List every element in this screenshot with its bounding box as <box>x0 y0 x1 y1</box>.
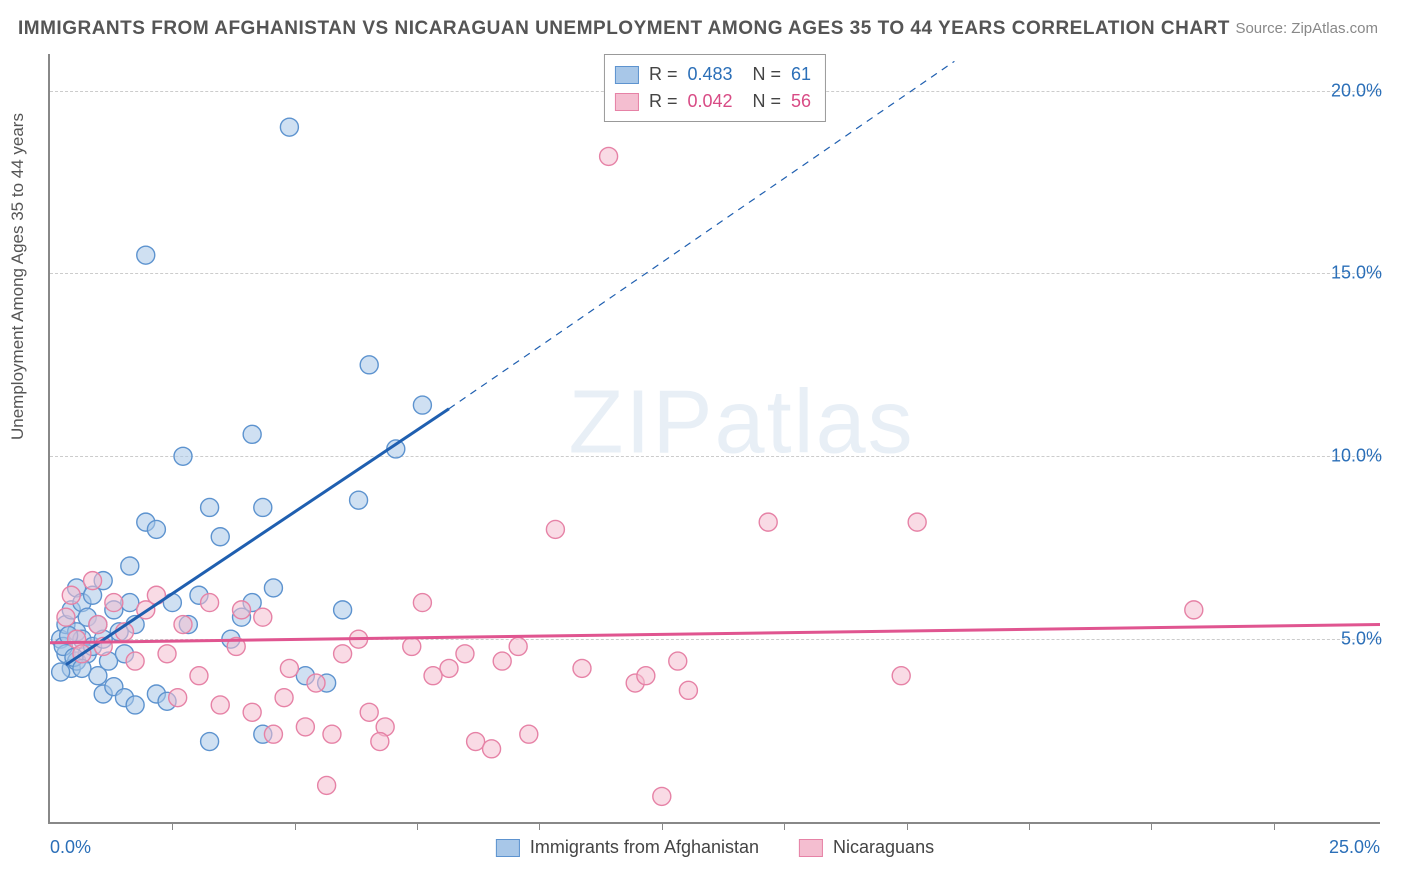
series-legend: Immigrants from Afghanistan Nicaraguans <box>496 837 934 858</box>
x-tick-mark <box>539 822 540 830</box>
y-axis-label: Unemployment Among Ages 35 to 44 years <box>8 113 28 440</box>
swatch-pink-icon <box>799 839 823 857</box>
chart-title: IMMIGRANTS FROM AFGHANISTAN VS NICARAGUA… <box>18 18 1230 40</box>
x-tick-mark <box>784 822 785 830</box>
plot-area: ZIPatlas R = 0.483 N = 61 R = 0.042 N = … <box>48 54 1380 824</box>
x-tick-mark <box>1274 822 1275 830</box>
x-tick-mark <box>662 822 663 830</box>
legend-label-1: Immigrants from Afghanistan <box>530 837 759 858</box>
x-axis-min-label: 0.0% <box>50 837 91 858</box>
legend-n-label: N = <box>743 88 782 115</box>
x-tick-mark <box>907 822 908 830</box>
legend-label-2: Nicaraguans <box>833 837 934 858</box>
swatch-pink <box>615 93 639 111</box>
correlation-legend: R = 0.483 N = 61 R = 0.042 N = 56 <box>604 54 826 122</box>
source-label: Source: ZipAtlas.com <box>1235 20 1378 37</box>
legend-row-1: R = 0.483 N = 61 <box>615 61 811 88</box>
x-tick-mark <box>417 822 418 830</box>
legend-r-value-2: 0.042 <box>687 88 732 115</box>
legend-item-2: Nicaraguans <box>799 837 934 858</box>
legend-item-1: Immigrants from Afghanistan <box>496 837 759 858</box>
plot-svg <box>50 54 1380 822</box>
swatch-blue <box>615 66 639 84</box>
x-tick-mark <box>172 822 173 830</box>
x-axis-max-label: 25.0% <box>1329 837 1380 858</box>
swatch-blue-icon <box>496 839 520 857</box>
legend-row-2: R = 0.042 N = 56 <box>615 88 811 115</box>
legend-n-value-1: 61 <box>791 61 811 88</box>
x-tick-mark <box>1029 822 1030 830</box>
legend-n-label: N = <box>743 61 782 88</box>
legend-r-value-1: 0.483 <box>687 61 732 88</box>
legend-r-label: R = <box>649 88 678 115</box>
legend-r-label: R = <box>649 61 678 88</box>
legend-n-value-2: 56 <box>791 88 811 115</box>
x-tick-mark <box>1151 822 1152 830</box>
x-tick-mark <box>295 822 296 830</box>
